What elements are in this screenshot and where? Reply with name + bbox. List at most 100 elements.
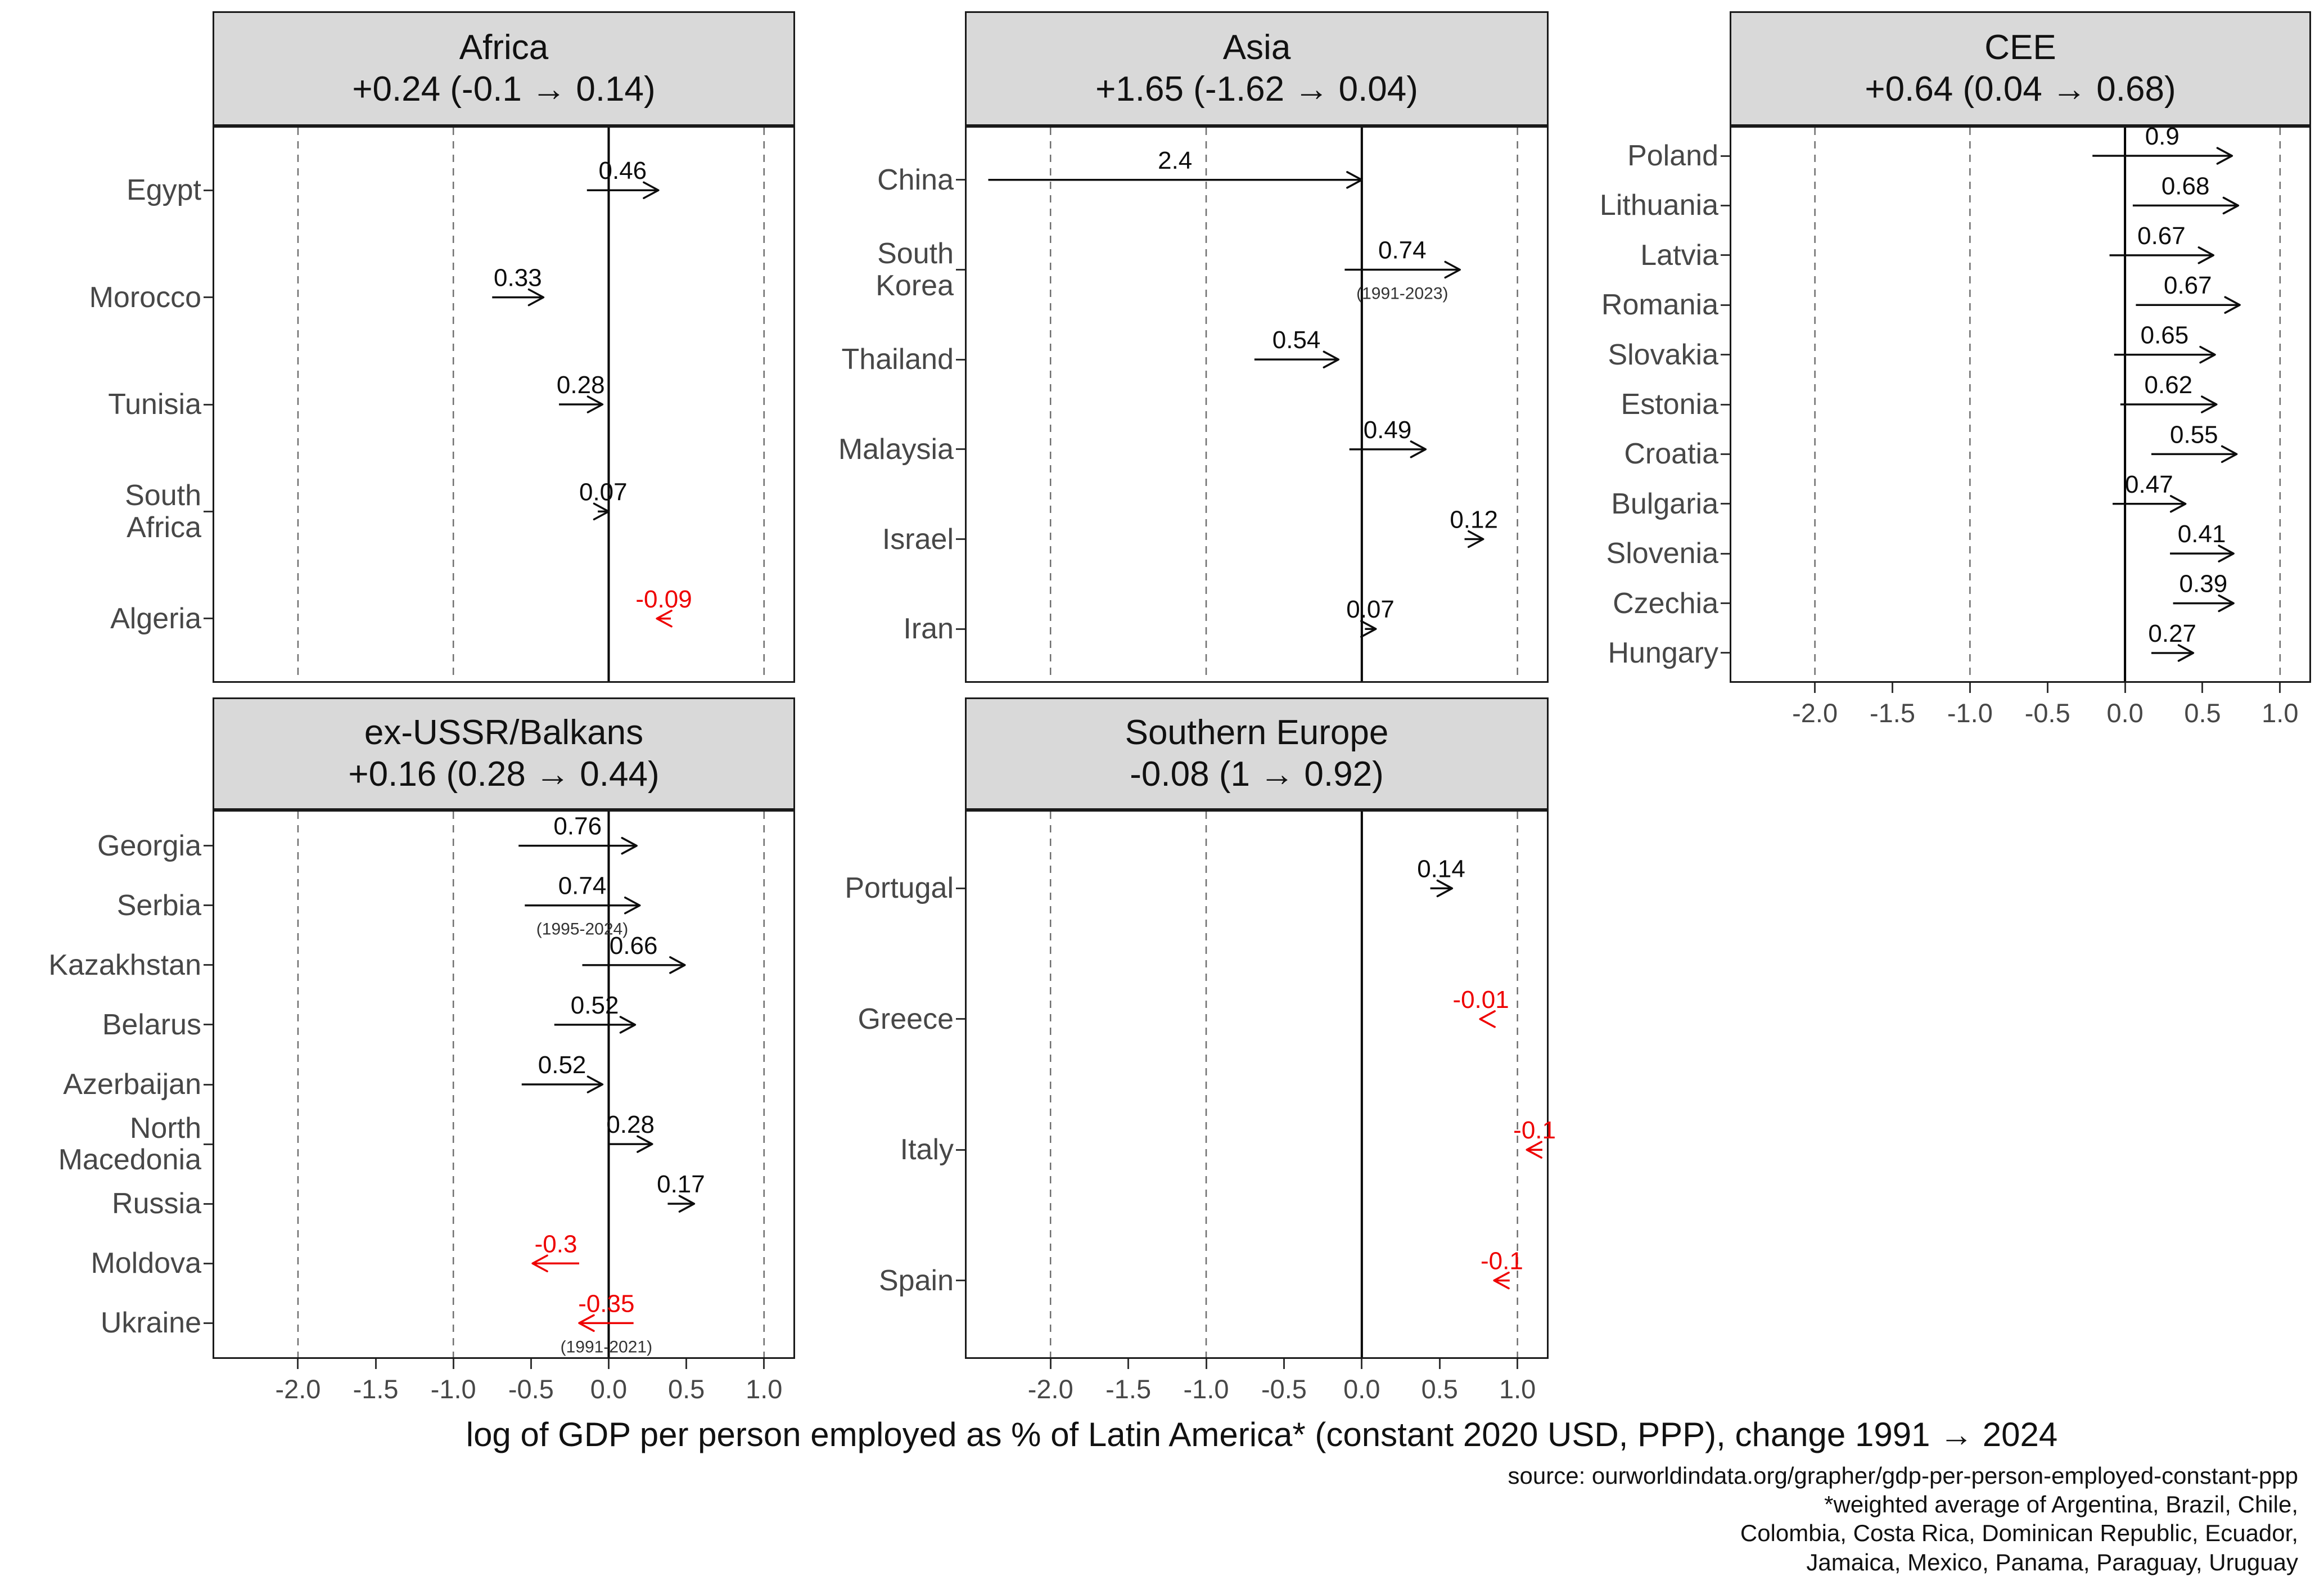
country-label-hungary: Hungary: [1608, 636, 1718, 669]
x-tick-label: 1.0: [2262, 698, 2299, 728]
country-label-morocco: Morocco: [89, 281, 201, 314]
country-label-egypt: Egypt: [127, 174, 201, 207]
x-tick-label: -2.0: [1792, 698, 1838, 728]
country-label-south-korea: South Korea: [876, 237, 954, 302]
country-label-north-macedonia: North Macedonia: [58, 1111, 201, 1177]
trend-arrow-head: [656, 610, 673, 628]
y-axis-tick: [956, 538, 965, 541]
country-label-iran: Iran: [903, 613, 954, 646]
trend-arrow-head: [643, 181, 660, 199]
trend-arrow-head: [2177, 644, 2195, 662]
change-value-label: 0.07: [1346, 596, 1395, 623]
facet-strip-asia: Asia +1.65 (-1.62 → 0.04): [965, 11, 1549, 126]
facet-subtitle: +0.16 (0.28 → 0.44): [348, 755, 660, 794]
trend-arrow-head: [2218, 594, 2235, 613]
change-value-label: 0.27: [2148, 620, 2196, 647]
change-value-label: 0.17: [657, 1170, 705, 1198]
trend-arrow-head: [1479, 1010, 1496, 1028]
trend-arrow-head: [1346, 171, 1363, 189]
country-label-estonia: Estonia: [1621, 388, 1718, 421]
change-value-label: 0.62: [2145, 371, 2193, 399]
country-label-moldova: Moldova: [91, 1247, 201, 1280]
x-tick-label: -1.5: [353, 1374, 399, 1404]
facet-panel-ex-ussr-balkans: 0.76 0.74 (1995-2024)0.66 0.52 0.52 0.28 0.17 -…: [213, 810, 795, 1359]
change-value-label: -0.1: [1481, 1248, 1523, 1275]
facet-subtitle: -0.08 (1 → 0.92): [1130, 755, 1384, 794]
period-note: (1991-2023): [1356, 284, 1448, 303]
y-axis-tick: [956, 448, 965, 451]
x-axis-tick: [1517, 1359, 1519, 1369]
y-axis-tick: [1721, 204, 1730, 206]
change-value-label: 0.55: [2170, 421, 2218, 448]
x-tick-label: 0.0: [1343, 1374, 1380, 1404]
y-axis-tick: [956, 1149, 965, 1151]
y-axis-tick: [204, 403, 213, 406]
country-label-israel: Israel: [882, 523, 954, 556]
y-axis-tick: [1721, 652, 1730, 654]
country-label-south-africa: South Africa: [125, 479, 201, 544]
y-axis-tick: [204, 904, 213, 907]
trend-arrow-head: [678, 1195, 696, 1213]
x-axis-tick: [2124, 683, 2126, 693]
change-value-label: 0.46: [599, 157, 647, 184]
change-value-label: 0.33: [494, 264, 542, 292]
change-value-label: 0.74: [558, 872, 607, 900]
panel-border: [213, 126, 795, 683]
facet-title: CEE: [1984, 28, 2056, 67]
facet-strip-cee: CEE +0.64 (0.04 → 0.68): [1730, 11, 2311, 126]
country-label-bulgaria: Bulgaria: [1611, 487, 1718, 520]
y-axis-tick: [1721, 602, 1730, 605]
trend-arrow-head: [1526, 1141, 1542, 1159]
country-label-tunisia: Tunisia: [108, 388, 201, 421]
y-axis-tick: [956, 628, 965, 630]
x-tick-label: -1.0: [1183, 1374, 1229, 1404]
x-tick-label: -2.0: [275, 1374, 321, 1404]
trend-arrow-head: [1360, 620, 1377, 638]
y-axis-tick: [204, 1203, 213, 1205]
change-value-label: 0.49: [1364, 416, 1412, 444]
trend-arrow-head: [593, 502, 610, 521]
facet-strip-southern-europe: Southern Europe -0.08 (1 → 0.92): [965, 697, 1549, 810]
x-tick-label: 0.0: [590, 1374, 628, 1404]
y-axis-tick: [956, 179, 965, 181]
change-value-label: 0.12: [1450, 506, 1498, 534]
change-value-label: 0.66: [610, 932, 658, 960]
x-tick-label: -2.0: [1027, 1374, 1073, 1404]
y-axis-tick: [204, 964, 213, 966]
facet-panel-africa: 0.46 0.33 0.28 0.07 -0.09: [213, 126, 795, 683]
facet-subtitle: +1.65 (-1.62 → 0.04): [1095, 70, 1418, 109]
change-value-label: 0.67: [2164, 272, 2212, 299]
x-axis-tick: [763, 1359, 765, 1369]
country-label-greece: Greece: [858, 1002, 954, 1035]
x-axis-tick: [1892, 683, 1894, 693]
x-tick-label: -0.5: [2024, 698, 2070, 728]
x-axis-tick: [2201, 683, 2204, 693]
facet-title: Africa: [459, 28, 549, 67]
country-label-thailand: Thailand: [841, 343, 954, 376]
footnote-line: *weighted average of Argentina, Brazil, …: [1824, 1491, 2298, 1518]
panel-border: [965, 810, 1549, 1359]
trend-arrow-head: [531, 1254, 548, 1273]
x-axis-tick: [607, 1359, 610, 1369]
x-tick-label: 0.5: [667, 1374, 705, 1404]
trend-arrow-head: [1493, 1271, 1510, 1290]
x-axis-tick: [1361, 1359, 1363, 1369]
x-axis-tick: [297, 1359, 299, 1369]
facet-strip-ex-ussr-balkans: ex-USSR/Balkans +0.16 (0.28 → 0.44): [213, 697, 795, 810]
country-label-kazakhstan: Kazakhstan: [48, 948, 201, 981]
trend-arrow-head: [586, 1075, 604, 1093]
x-axis-tick: [1814, 683, 1816, 693]
y-axis-tick: [204, 189, 213, 191]
trend-arrow-head: [624, 896, 641, 915]
x-tick-label: 0.5: [2184, 698, 2221, 728]
facet-title: ex-USSR/Balkans: [364, 713, 644, 752]
source-footnote: source: ourworldindata.org/grapher/gdp-p…: [1508, 1461, 2298, 1577]
trend-arrow-head: [2201, 395, 2218, 413]
y-axis-tick: [204, 510, 213, 512]
country-label-portugal: Portugal: [845, 872, 954, 905]
country-label-romania: Romania: [1601, 289, 1718, 322]
trend-arrow-head: [1323, 350, 1340, 368]
panel-border: [965, 126, 1549, 683]
trend-arrow-head: [527, 288, 545, 307]
x-axis-tick: [374, 1359, 377, 1369]
